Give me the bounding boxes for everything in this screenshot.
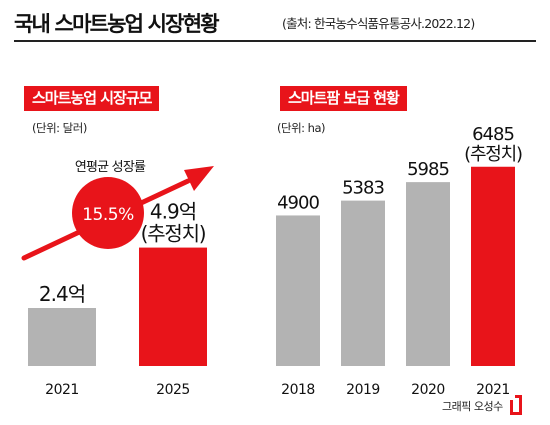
left-tick-label: 2025 [156,382,190,398]
left-bar-2025 [139,247,207,366]
left-sub-label: (추정치) [141,222,206,246]
right-bar-2021 [471,166,515,366]
right-bar-2018 [276,215,320,366]
title-divider [14,40,536,42]
left-chart-unit: (단위: 달러) [32,121,87,135]
publisher-logo-icon [510,395,522,415]
right-chart-unit: (단위: ha) [277,121,326,135]
left-value-label: 2.4억 [39,282,85,306]
page-title: 국내 스마트농업 시장현황 [14,12,220,36]
bars-layer: 20212.4억2025(추정치)4.9억2018490020195383202… [28,124,523,398]
left-chart-label: 스마트농업 시장규모 [24,86,160,111]
source-note: (출처: 한국농수식품유통공사.2022.12) [282,16,475,31]
right-value-label: 4900 [277,192,319,213]
right-bar-2020 [406,182,450,366]
left-tick-label: 2021 [45,382,79,398]
growth-rate-value: 15.5% [82,205,134,225]
right-value-label: 5985 [407,159,449,180]
graphic-credit: 그래픽 오성수 [442,400,503,413]
growth-rate-caption: 연평균 성장률 [75,160,146,175]
left-value-label: 4.9억 [150,200,196,224]
growth-arrow-head [184,166,214,191]
growth-rate-circle [72,177,144,249]
right-tick-label: 2020 [411,382,445,398]
right-value-label: 6485 [472,124,514,145]
left-bar-2021 [28,308,96,366]
right-bar-2019 [341,200,385,366]
right-tick-label: 2018 [281,382,315,398]
right-value-label: 5383 [342,178,384,199]
right-chart-label: 스마트팜 보급 현황 [280,86,407,111]
right-tick-label: 2019 [346,382,380,398]
right-sub-label: (추정치) [464,144,522,165]
right-tick-label: 2021 [476,382,510,398]
